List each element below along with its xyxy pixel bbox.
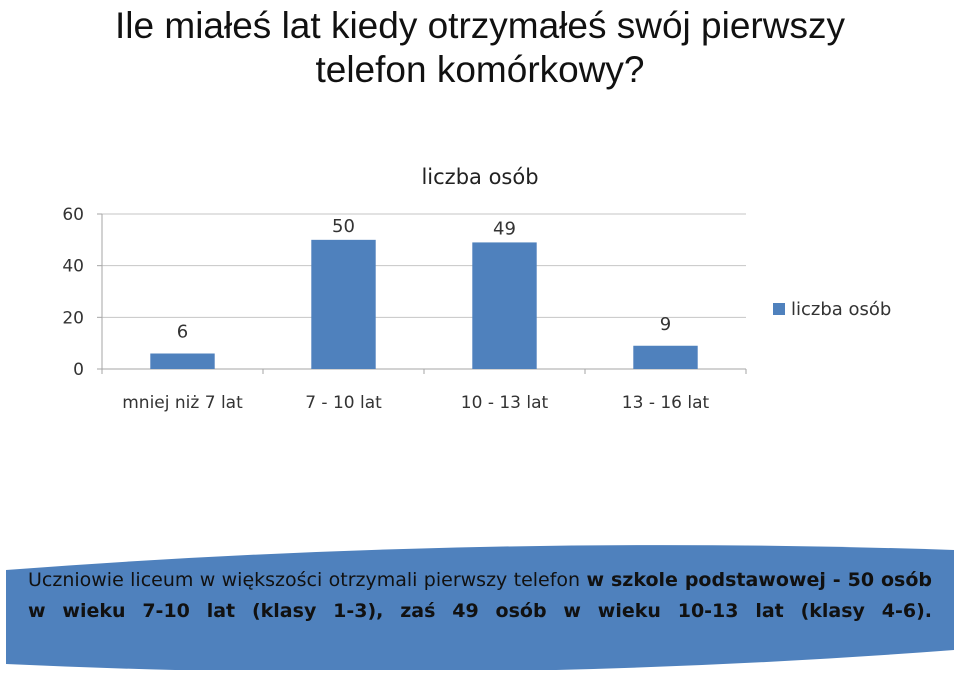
x-tick-label: 13 - 16 lat [622,393,710,413]
bar-layer [150,239,698,369]
caption-wave-shape [6,545,954,670]
data-label: 49 [493,218,516,239]
data-label: 50 [332,216,355,237]
x-tick-label: mniej niż 7 lat [122,393,243,413]
data-label: 6 [177,322,188,343]
x-tick-label: 7 - 10 lat [305,393,382,413]
slide-title-line-1: Ile miałeś lat kiedy otrzymałeś swój pie… [115,5,845,46]
bar-chart: liczba osób 0 20 40 60 mniej niż 7 lat 6 7 - 1… [62,165,891,413]
bar [150,353,215,369]
caption-box: Uczniowie liceum w większości otrzymali … [6,540,954,670]
y-tick-label: 60 [62,205,84,225]
bar [311,239,376,369]
y-tick-label: 20 [62,308,84,328]
caption-text-part-2: w szkole podstawowej - 50 osób w wieku 7… [28,569,932,622]
slide-title: Ile miałeś lat kiedy otrzymałeś swój pie… [40,4,920,92]
data-label: 9 [660,314,671,335]
caption-shape [6,545,954,670]
y-tick-label: 0 [73,360,84,380]
y-tick-label: 40 [62,257,84,277]
slide-title-line-2: telefon komórkowy? [315,49,645,90]
bar [633,345,698,369]
caption-text-part-1: Uczniowie liceum w większości otrzymali … [28,569,587,591]
legend-label: liczba osób [791,299,891,320]
x-tick-label: 10 - 13 lat [461,393,549,413]
legend: liczba osób [773,299,891,320]
bar [472,242,537,369]
legend-swatch [773,303,785,315]
chart-title: liczba osób [421,165,538,189]
caption-text: Uczniowie liceum w większości otrzymali … [28,565,932,627]
label-layer: 0 20 40 60 mniej niż 7 lat 6 7 - 10 lat 50 10 - … [62,205,709,413]
